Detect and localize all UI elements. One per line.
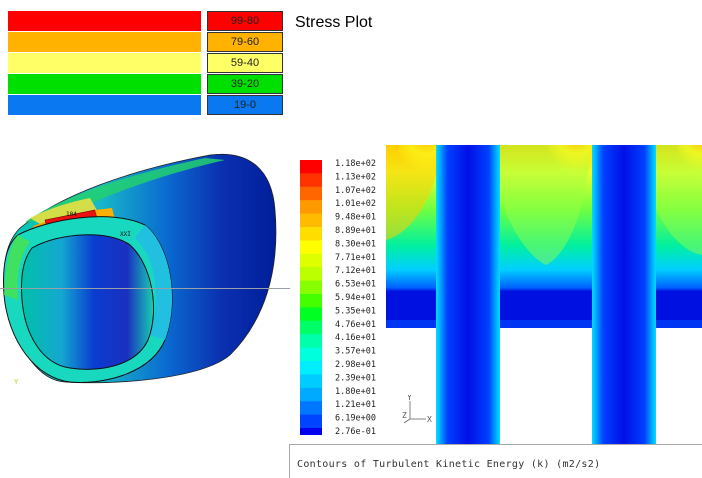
cfd-legend-swatch-7 <box>300 253 322 268</box>
cfd-legend-label-0: 1.18e+02 <box>335 159 376 169</box>
cfd-legend-label-13: 4.16e+01 <box>335 333 376 343</box>
cfd-legend-label-16: 2.39e+01 <box>335 373 376 383</box>
cfd-legend-swatch-15 <box>300 361 322 375</box>
cfd-legend-label-7: 7.71e+01 <box>335 253 376 263</box>
cfd-legend-swatch-3 <box>300 200 322 215</box>
stress-legend-swatch-0 <box>8 11 201 31</box>
cfd-legend-label-19: 6.19e+00 <box>335 414 376 424</box>
stress-legend-label-2: 59-40 <box>207 53 283 73</box>
cfd-legend-label-11: 5.35e+01 <box>335 306 376 316</box>
cfd-legend-swatch-13 <box>300 334 322 349</box>
stress-plot-title: Stress Plot <box>295 14 373 31</box>
fe-cylinder-model: 104 XXI Y <box>3 153 277 386</box>
fe-axis-label: Y <box>14 378 19 386</box>
cfd-legend-label-8: 7.12e+01 <box>335 266 376 276</box>
cfd-legend-swatch-6 <box>300 240 322 255</box>
cfd-legend-label-14: 3.57e+01 <box>335 347 376 357</box>
cfd-legend-label-5: 8.89e+01 <box>335 226 376 236</box>
cfd-legend-label-2: 1.07e+02 <box>335 186 376 196</box>
cfd-legend-swatch-8 <box>300 267 322 282</box>
cfd-legend-label-6: 8.30e+01 <box>335 239 376 249</box>
stress-legend-swatch-3 <box>8 74 201 94</box>
cfd-legend-label-18: 1.21e+01 <box>335 400 376 410</box>
reference-line <box>0 288 290 289</box>
cfd-hot-zone-2 <box>548 145 604 200</box>
cfd-legend-label-12: 4.76e+01 <box>335 320 376 330</box>
cfd-block-left <box>386 328 444 445</box>
stress-legend-label-4: 19-0 <box>207 95 283 115</box>
cfd-legend-label-17: 1.80e+01 <box>335 387 376 397</box>
cfd-legend-label-4: 9.48e+01 <box>335 213 376 223</box>
cfd-jet-1 <box>436 145 500 445</box>
cfd-legend-label-10: 5.94e+01 <box>335 293 376 303</box>
cfd-legend-label-20: 2.76e-01 <box>335 427 376 435</box>
cfd-legend-swatch-19 <box>300 414 322 429</box>
stress-legend-swatch-4 <box>8 95 201 115</box>
cfd-caption: Contours of Turbulent Kinetic Energy (k)… <box>297 459 601 470</box>
stress-legend-label-0: 99-80 <box>207 11 283 31</box>
cfd-legend-swatch-9 <box>300 280 322 295</box>
cfd-legend-swatch-17 <box>300 387 322 402</box>
fe-inner-bore <box>21 234 154 370</box>
cfd-legend-swatch-18 <box>300 401 322 416</box>
cfd-legend-swatch-4 <box>300 213 322 228</box>
cfd-contour-field <box>386 145 702 445</box>
fe-ring-band-right <box>135 225 173 340</box>
cfd-legend-swatch-11 <box>300 307 322 322</box>
cfd-contour-legend: 1.18e+02 1.13e+02 1.07e+02 1.01e+02 9.48e+01… <box>300 159 376 435</box>
axis-y-label: Y <box>407 395 412 402</box>
fe-ring-band-left <box>4 235 30 300</box>
caption-frame <box>289 444 702 478</box>
cfd-legend-swatch-2 <box>300 186 322 201</box>
cfd-block-middle <box>494 328 594 445</box>
cfd-legend-label-15: 2.98e+01 <box>335 360 376 370</box>
axis-triad: Y X Z <box>402 395 432 424</box>
cfd-legend-swatch-0 <box>300 160 322 174</box>
cfd-legend-swatch-5 <box>300 227 322 241</box>
fe-node-label-1: 104 <box>66 211 77 218</box>
fe-node-label-2: XXI <box>120 231 131 238</box>
cfd-legend-swatch-1 <box>300 173 322 188</box>
stress-legend-swatch-2 <box>8 53 201 73</box>
fe-top-band-yellow <box>30 198 98 224</box>
cfd-legend-swatch-14 <box>300 347 322 362</box>
stress-legend-swatch-1 <box>8 32 201 52</box>
cfd-legend-label-3: 1.01e+02 <box>335 199 376 209</box>
cfd-hot-zone-3 <box>677 145 702 195</box>
cfd-jet-2 <box>592 145 656 445</box>
cfd-legend-label-9: 6.53e+01 <box>335 280 376 290</box>
cfd-legend-label-1: 1.13e+02 <box>335 172 376 182</box>
stress-legend-label-1: 79-60 <box>207 32 283 52</box>
cfd-legend-swatch-10 <box>300 294 322 308</box>
cfd-block-right <box>650 328 702 445</box>
axis-z-label: Z <box>402 411 407 420</box>
cfd-legend-swatch-16 <box>300 374 322 389</box>
cfd-legend-swatch-12 <box>300 320 322 335</box>
stress-legend-label-3: 39-20 <box>207 74 283 94</box>
axis-x-label: X <box>427 415 432 424</box>
cfd-legend-swatch-20 <box>300 428 322 435</box>
